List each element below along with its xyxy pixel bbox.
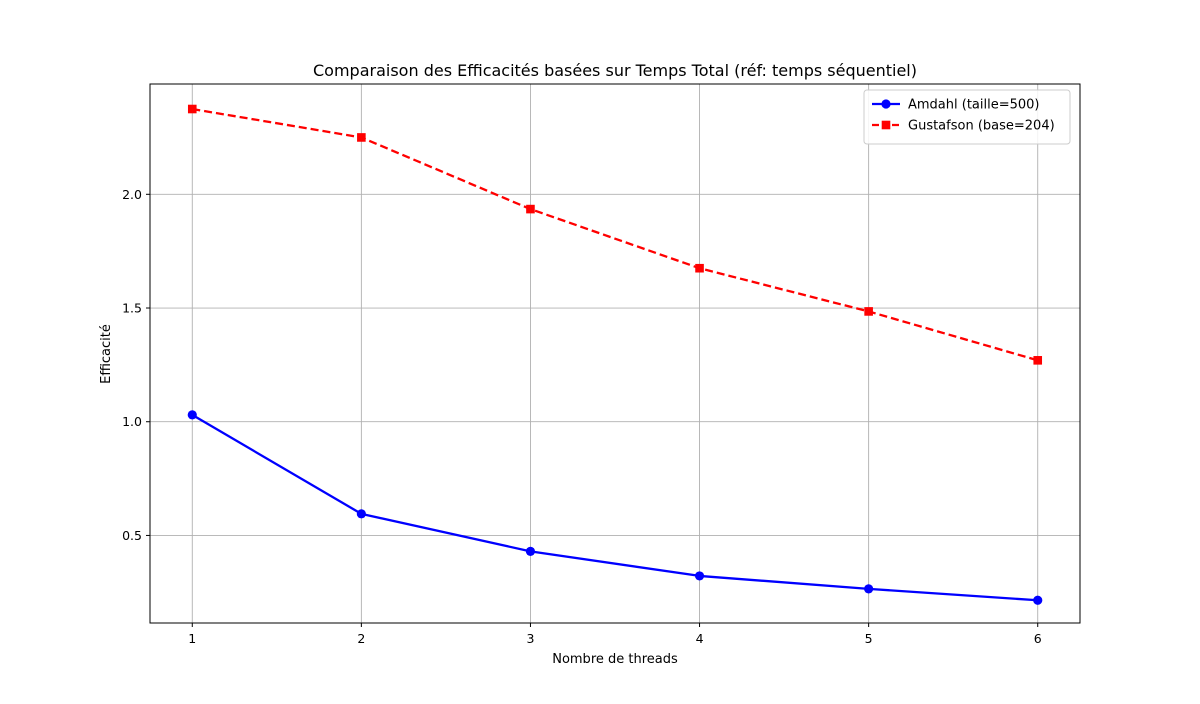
data-point: [864, 307, 873, 316]
legend-marker: [881, 120, 891, 130]
y-axis-label: Efficacité: [99, 324, 114, 384]
data-point: [357, 133, 366, 142]
data-point: [525, 546, 536, 556]
chart-title: Comparaison des Efficacités basées sur T…: [313, 61, 917, 80]
x-axis-ticks: 1 2 3 4 5 6: [188, 623, 1042, 646]
data-point: [187, 104, 197, 114]
legend-label: Amdahl (taille=500): [908, 98, 1040, 113]
plot-frame: [149, 83, 1081, 624]
legend-entry: Amdahl (taille=500): [872, 98, 1040, 113]
y-tick-label: 1.0: [122, 414, 142, 429]
x-tick-label: 4: [696, 631, 704, 646]
data-point: [1033, 595, 1043, 605]
x-tick-label: 6: [1034, 631, 1042, 646]
legend-box: [863, 89, 1071, 145]
series-gustafson: [187, 104, 1043, 365]
grid-lines: [150, 84, 1080, 623]
x-axis-label: Nombre de threads: [552, 652, 678, 667]
x-tick-label: 1: [188, 631, 196, 646]
x-tick-label: 5: [865, 631, 873, 646]
data-point: [356, 509, 366, 519]
y-tick-label: 1.5: [122, 301, 142, 316]
data-point: [1033, 356, 1043, 365]
legend-label: Gustafson (base=204): [908, 119, 1055, 134]
series-group: [187, 104, 1043, 605]
legend-marker: [881, 99, 891, 109]
series-amdahl: [187, 410, 1043, 605]
legend-entry: Gustafson (base=204): [872, 119, 1055, 134]
y-axis-ticks: 0.5 1.0 1.5 2.0: [122, 187, 150, 543]
legend: Amdahl (taille=500) Gustafson (base=204): [863, 89, 1071, 145]
data-point: [695, 263, 704, 273]
x-tick-label: 3: [526, 631, 534, 646]
data-point: [526, 204, 535, 214]
data-point: [694, 571, 705, 581]
y-tick-label: 2.0: [122, 187, 142, 202]
y-tick-label: 0.5: [122, 528, 142, 543]
data-point: [864, 584, 874, 594]
data-point: [187, 410, 197, 420]
axes: [149, 83, 1081, 624]
series-line: [191, 413, 1038, 602]
series-line: [192, 107, 1039, 362]
x-tick-label: 2: [357, 631, 365, 646]
